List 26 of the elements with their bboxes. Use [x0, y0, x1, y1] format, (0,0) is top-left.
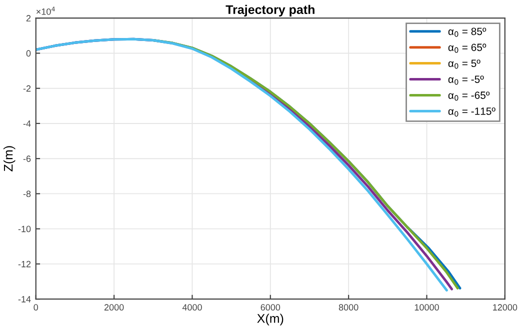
y-tick-label: -14	[18, 296, 31, 302]
legend-label: α$_{0}$ = 65º	[448, 44, 486, 53]
x-tick-label: 4000	[182, 304, 202, 311]
text: ×10$^{4}$	[36, 6, 55, 15]
y-tick-label: -2	[23, 85, 31, 92]
legend-label: α$_{0}$ = -65º	[448, 92, 490, 101]
y-tick-label: -8	[23, 190, 31, 198]
legend-label: α$_{0}$ = 85º	[448, 28, 486, 37]
y-tick-label: -10	[18, 226, 31, 232]
x-tick-label: 8000	[338, 304, 358, 311]
x-tick-label: 6000	[260, 304, 280, 311]
x-tick-label: 12000	[493, 304, 518, 311]
x-tick-label: 10000	[414, 304, 439, 311]
y-tick-label: -12	[18, 260, 31, 268]
chart-title: Trajectory path	[226, 4, 314, 17]
legend-label: α$_{0}$ = 5º	[448, 60, 480, 69]
x-axis-title: X(m)	[257, 314, 284, 326]
legend-label: α$_{0}$ = -115º	[448, 108, 496, 117]
y-tick-label: 2	[26, 15, 31, 22]
y-axis-title: Z(m)	[4, 146, 16, 172]
x-tick-label: 2000	[104, 304, 124, 311]
y-tick-label: -6	[23, 156, 31, 162]
legend-label: α$_{0}$ = -5º	[448, 76, 484, 85]
y-tick-label: 0	[26, 50, 31, 57]
x-tick-label: 0	[34, 304, 38, 311]
y-tick-label: -4	[23, 120, 31, 127]
